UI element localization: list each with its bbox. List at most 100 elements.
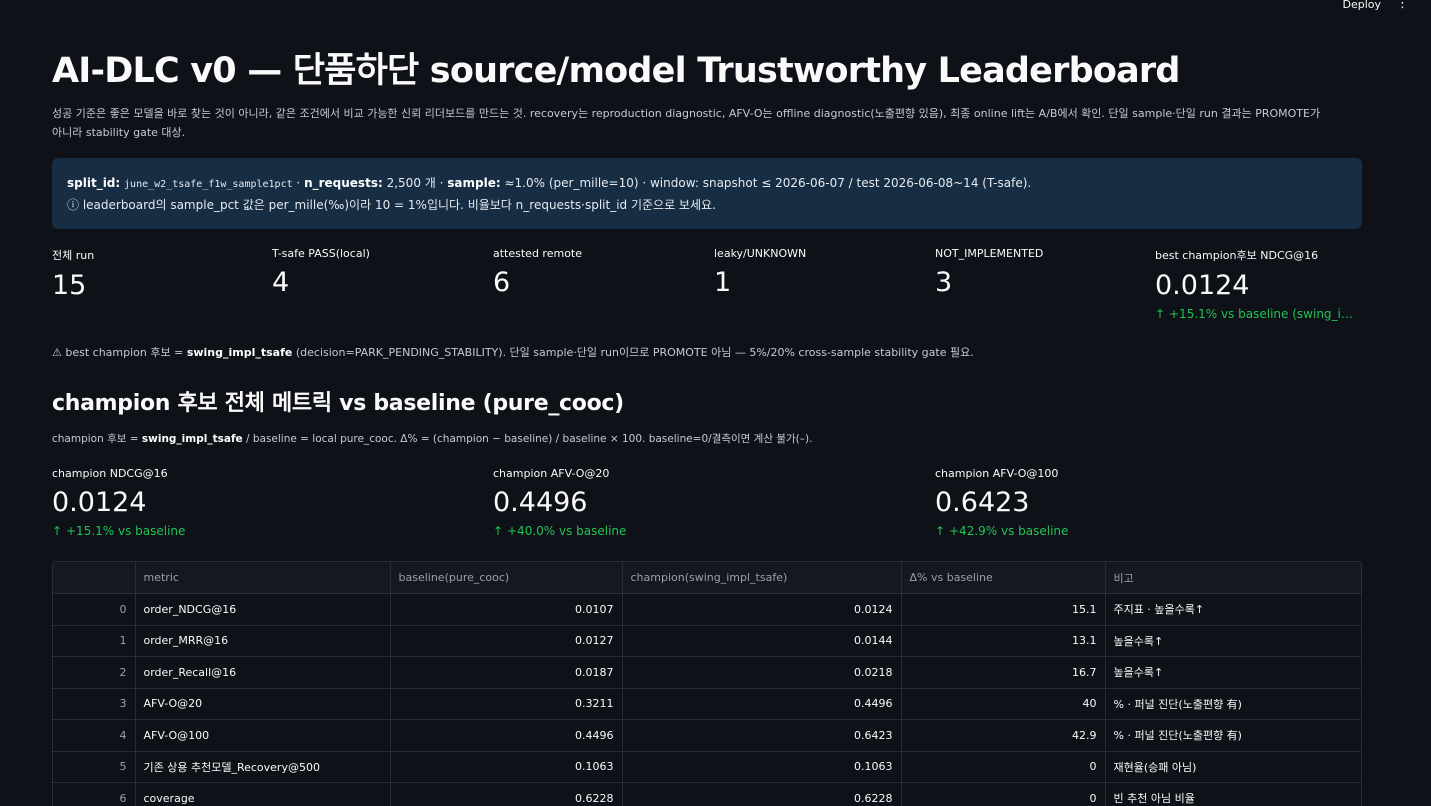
table-cell-metric[interactable]: order_MRR@16	[135, 625, 391, 657]
table-cell-metric[interactable]: order_NDCG@16	[135, 593, 391, 626]
metric-delta-text: +40.0% vs baseline	[507, 524, 627, 538]
table-row: 2 order_Recall@16 0.0187 0.0218 16.7 높을수…	[53, 656, 1361, 689]
table-cell-delta[interactable]: 40	[901, 688, 1106, 720]
metric-not-implemented: NOT_IMPLEMENTED 3	[935, 247, 1043, 298]
metric-leaky-unknown: leaky/UNKNOWN 1	[714, 247, 806, 298]
metric-value: 1	[714, 267, 732, 298]
table-cell-note[interactable]: % · 퍼널 진단(노출편향 有)	[1105, 719, 1361, 752]
table-cell-index[interactable]: 2	[53, 656, 136, 689]
column-header-delta[interactable]: Δ% vs baseline	[901, 562, 1106, 594]
app-toolbar: Deploy ⋮	[0, 0, 1431, 16]
table-cell-baseline[interactable]: 0.3211	[390, 688, 623, 720]
table-cell-baseline[interactable]: 0.0187	[390, 656, 623, 689]
metric-delta: ↑ +42.9% vs baseline	[935, 524, 1068, 538]
deploy-button[interactable]: Deploy	[1342, 0, 1381, 11]
metric-label: champion NDCG@16	[52, 467, 168, 480]
table-cell-index[interactable]: 3	[53, 688, 136, 720]
metrics-table[interactable]: metric baseline(pure_cooc) champion(swin…	[52, 561, 1362, 806]
metric-value: 15	[52, 270, 87, 301]
table-row: 5 기존 상용 추천모델_Recovery@500 0.1063 0.1063 …	[53, 751, 1361, 783]
column-header-champion[interactable]: champion(swing_impl_tsafe)	[622, 562, 902, 594]
metric-label: T-safe PASS(local)	[272, 247, 370, 260]
arrow-up-icon: ↑	[493, 524, 504, 538]
table-cell-champion[interactable]: 0.6423	[622, 719, 902, 752]
table-cell-delta[interactable]: 0	[901, 782, 1106, 806]
kebab-menu-icon[interactable]: ⋮	[1396, 0, 1409, 11]
metric-tsafe-pass: T-safe PASS(local) 4	[272, 247, 370, 298]
metric-value: 0.6423	[935, 487, 1030, 518]
table-cell-baseline[interactable]: 0.6228	[390, 782, 623, 806]
metric-label: best champion후보 NDCG@16	[1155, 249, 1319, 262]
table-cell-baseline[interactable]: 0.4496	[390, 719, 623, 752]
table-cell-index[interactable]: 5	[53, 751, 136, 783]
metric-value: 4	[272, 267, 290, 298]
page-title: AI-DLC v0 — 단품하단 source/model Trustworth…	[52, 51, 1180, 91]
table-cell-metric[interactable]: AFV-O@100	[135, 719, 391, 752]
metric-best-champion: best champion후보 NDCG@16 0.0124 ↑ +15.1% v…	[1155, 247, 1360, 321]
column-header-index[interactable]	[53, 562, 136, 594]
metric-value: 3	[935, 267, 953, 298]
table-cell-champion[interactable]: 0.0124	[622, 593, 902, 626]
metric-total-run: 전체 run 15	[52, 247, 94, 301]
metric-delta-text: +15.1% vs baseline (swing_impl_tsafe)	[1169, 307, 1360, 321]
table-cell-champion[interactable]: 0.0218	[622, 656, 902, 689]
table-cell-note[interactable]: 높을수록↑	[1105, 625, 1361, 657]
intro-text: 성공 기준은 좋은 모델을 바로 찾는 것이 아니라, 같은 조건에서 비교 가…	[52, 107, 1321, 139]
column-header-note[interactable]: 비고	[1105, 562, 1361, 594]
table-cell-metric[interactable]: order_Recall@16	[135, 656, 391, 689]
table-cell-metric[interactable]: AFV-O@20	[135, 688, 391, 720]
table-row: 6 coverage 0.6228 0.6228 0 빈 추천 아님 비율	[53, 782, 1361, 806]
split-id-label: split_id:	[67, 176, 121, 190]
table-cell-metric[interactable]: coverage	[135, 782, 391, 806]
table-cell-delta[interactable]: 0	[901, 751, 1106, 783]
table-cell-index[interactable]: 6	[53, 782, 136, 806]
table-cell-delta[interactable]: 15.1	[901, 593, 1106, 626]
table-cell-note[interactable]: % · 퍼널 진단(노출편향 有)	[1105, 688, 1361, 720]
table-header-row: metric baseline(pure_cooc) champion(swin…	[53, 562, 1361, 594]
champion-metric-ndcg: champion NDCG@16 0.0124 ↑ +15.1% vs basel…	[52, 467, 185, 538]
metric-value: 0.0124	[52, 487, 147, 518]
column-header-metric[interactable]: metric	[135, 562, 391, 594]
info-line-2: ⓘ leaderboard의 sample_pct 값은 per_mille(‰…	[67, 198, 716, 212]
table-cell-note[interactable]: 높을수록↑	[1105, 656, 1361, 689]
column-header-baseline[interactable]: baseline(pure_cooc)	[390, 562, 623, 594]
table-row: 1 order_MRR@16 0.0127 0.0144 13.1 높을수록↑	[53, 625, 1361, 657]
warning-text: ⚠ best champion 후보 = swing_impl_tsafe (d…	[52, 346, 974, 359]
table-cell-champion[interactable]: 0.0144	[622, 625, 902, 657]
metric-delta-text: +42.9% vs baseline	[949, 524, 1069, 538]
metric-label: champion AFV-O@100	[935, 467, 1059, 480]
table-cell-metric[interactable]: 기존 상용 추천모델_Recovery@500	[135, 751, 391, 783]
metric-value: 0.0124	[1155, 270, 1250, 301]
table-cell-index[interactable]: 4	[53, 719, 136, 752]
metric-label: NOT_IMPLEMENTED	[935, 247, 1044, 260]
info-box: split_id: june_w2_tsafe_f1w_sample1pct ·…	[52, 158, 1362, 229]
metric-label: 전체 run	[52, 249, 95, 262]
champion-metric-afvo20: champion AFV-O@20 0.4496 ↑ +40.0% vs base…	[493, 467, 626, 538]
metric-delta: ↑ +40.0% vs baseline	[493, 524, 626, 538]
n-requests-label: n_requests:	[304, 176, 383, 190]
metric-delta: ↑ +15.1% vs baseline	[52, 524, 185, 538]
table-row: 3 AFV-O@20 0.3211 0.4496 40 % · 퍼널 진단(노출…	[53, 688, 1361, 720]
table-cell-index[interactable]: 1	[53, 625, 136, 657]
table-cell-note[interactable]: 재현율(승패 아님)	[1105, 751, 1361, 783]
table-row: 4 AFV-O@100 0.4496 0.6423 42.9 % · 퍼널 진단…	[53, 719, 1361, 752]
table-cell-index[interactable]: 0	[53, 593, 136, 626]
metric-value: 0.4496	[493, 487, 588, 518]
table-cell-delta[interactable]: 42.9	[901, 719, 1106, 752]
table-cell-delta[interactable]: 16.7	[901, 656, 1106, 689]
table-cell-delta[interactable]: 13.1	[901, 625, 1106, 657]
arrow-up-icon: ↑	[52, 524, 63, 538]
table-cell-champion[interactable]: 0.6228	[622, 782, 902, 806]
metric-delta: ↑+15.1% vs baseline (swing_impl_tsafe)	[1155, 307, 1360, 321]
table-cell-champion[interactable]: 0.4496	[622, 688, 902, 720]
table-cell-baseline[interactable]: 0.0107	[390, 593, 623, 626]
table-cell-baseline[interactable]: 0.1063	[390, 751, 623, 783]
table-cell-note[interactable]: 주지표 · 높을수록↑	[1105, 593, 1361, 626]
metric-label: leaky/UNKNOWN	[714, 247, 807, 260]
section-title: champion 후보 전체 메트릭 vs baseline (pure_coo…	[52, 391, 624, 416]
table-cell-champion[interactable]: 0.1063	[622, 751, 902, 783]
metric-value: 6	[493, 267, 511, 298]
table-cell-baseline[interactable]: 0.0127	[390, 625, 623, 657]
table-cell-note[interactable]: 빈 추천 아님 비율	[1105, 782, 1361, 806]
info-line-1: split_id: june_w2_tsafe_f1w_sample1pct ·…	[67, 176, 1032, 190]
